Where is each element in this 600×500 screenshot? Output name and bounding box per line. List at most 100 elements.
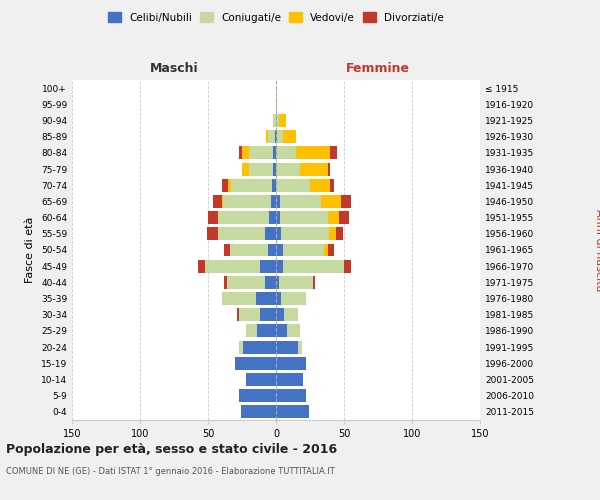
Bar bbox=[331, 179, 334, 192]
Bar bbox=[329, 228, 336, 240]
Bar bbox=[276, 114, 279, 127]
Bar bbox=[257, 324, 276, 338]
Bar bbox=[246, 373, 276, 386]
Bar bbox=[227, 276, 265, 289]
Bar bbox=[276, 146, 296, 160]
Bar bbox=[206, 228, 218, 240]
Bar bbox=[235, 357, 276, 370]
Bar bbox=[276, 324, 287, 338]
Bar bbox=[260, 260, 276, 272]
Bar bbox=[265, 276, 276, 289]
Bar bbox=[310, 179, 331, 192]
Bar bbox=[266, 130, 268, 143]
Bar bbox=[276, 292, 281, 305]
Bar bbox=[276, 340, 298, 353]
Bar bbox=[328, 211, 338, 224]
Bar bbox=[239, 389, 276, 402]
Bar bbox=[236, 308, 239, 321]
Bar bbox=[244, 340, 276, 353]
Bar bbox=[281, 228, 329, 240]
Bar bbox=[283, 130, 296, 143]
Text: COMUNE DI NE (GE) - Dati ISTAT 1° gennaio 2016 - Elaborazione TUTTITALIA.IT: COMUNE DI NE (GE) - Dati ISTAT 1° gennai… bbox=[6, 468, 335, 476]
Bar bbox=[341, 195, 351, 208]
Bar bbox=[338, 211, 349, 224]
Bar bbox=[239, 308, 260, 321]
Bar bbox=[276, 244, 283, 256]
Bar bbox=[239, 146, 242, 160]
Bar bbox=[331, 146, 337, 160]
Bar bbox=[242, 146, 249, 160]
Legend: Celibi/Nubili, Coniugati/e, Vedovi/e, Divorziati/e: Celibi/Nubili, Coniugati/e, Vedovi/e, Di… bbox=[106, 10, 446, 24]
Bar bbox=[287, 324, 301, 338]
Bar bbox=[276, 162, 301, 175]
Y-axis label: Fasce di età: Fasce di età bbox=[25, 217, 35, 283]
Bar bbox=[276, 130, 277, 143]
Bar bbox=[268, 244, 276, 256]
Bar bbox=[276, 276, 279, 289]
Bar bbox=[241, 406, 276, 418]
Bar bbox=[279, 276, 313, 289]
Bar bbox=[230, 244, 268, 256]
Bar bbox=[229, 179, 231, 192]
Bar bbox=[221, 292, 256, 305]
Bar bbox=[246, 324, 257, 338]
Bar bbox=[344, 260, 351, 272]
Bar bbox=[256, 292, 276, 305]
Bar bbox=[276, 195, 280, 208]
Bar bbox=[276, 308, 284, 321]
Bar bbox=[276, 406, 308, 418]
Bar bbox=[208, 211, 218, 224]
Bar bbox=[276, 373, 303, 386]
Bar bbox=[218, 211, 269, 224]
Bar bbox=[276, 211, 280, 224]
Bar bbox=[224, 244, 230, 256]
Bar bbox=[280, 195, 321, 208]
Bar bbox=[268, 130, 275, 143]
Bar bbox=[283, 244, 323, 256]
Bar bbox=[336, 228, 343, 240]
Bar bbox=[328, 162, 331, 175]
Bar bbox=[276, 260, 283, 272]
Bar bbox=[272, 179, 276, 192]
Bar bbox=[276, 389, 306, 402]
Bar bbox=[273, 114, 276, 127]
Bar bbox=[221, 179, 229, 192]
Bar bbox=[279, 114, 286, 127]
Bar bbox=[283, 260, 344, 272]
Bar bbox=[273, 146, 276, 160]
Bar bbox=[223, 195, 271, 208]
Bar bbox=[221, 195, 223, 208]
Bar bbox=[271, 195, 276, 208]
Bar bbox=[199, 260, 205, 272]
Bar bbox=[269, 211, 276, 224]
Bar bbox=[284, 308, 298, 321]
Bar bbox=[224, 276, 227, 289]
Bar bbox=[265, 228, 276, 240]
Bar bbox=[280, 211, 328, 224]
Bar bbox=[276, 98, 277, 111]
Bar bbox=[323, 244, 328, 256]
Bar bbox=[214, 195, 221, 208]
Bar bbox=[218, 228, 265, 240]
Bar bbox=[231, 179, 272, 192]
Bar bbox=[301, 162, 328, 175]
Bar bbox=[281, 292, 306, 305]
Bar bbox=[242, 162, 249, 175]
Bar bbox=[277, 130, 283, 143]
Y-axis label: Anni di nascita: Anni di nascita bbox=[593, 208, 600, 291]
Bar bbox=[273, 162, 276, 175]
Bar bbox=[313, 276, 316, 289]
Text: Maschi: Maschi bbox=[149, 62, 199, 75]
Bar bbox=[276, 357, 306, 370]
Bar bbox=[296, 146, 331, 160]
Bar bbox=[275, 130, 276, 143]
Bar bbox=[298, 340, 302, 353]
Bar bbox=[205, 260, 260, 272]
Bar bbox=[328, 244, 334, 256]
Bar bbox=[239, 340, 244, 353]
Bar bbox=[276, 179, 310, 192]
Bar bbox=[276, 228, 281, 240]
Bar bbox=[260, 308, 276, 321]
Text: Popolazione per età, sesso e stato civile - 2016: Popolazione per età, sesso e stato civil… bbox=[6, 442, 337, 456]
Bar bbox=[249, 146, 273, 160]
